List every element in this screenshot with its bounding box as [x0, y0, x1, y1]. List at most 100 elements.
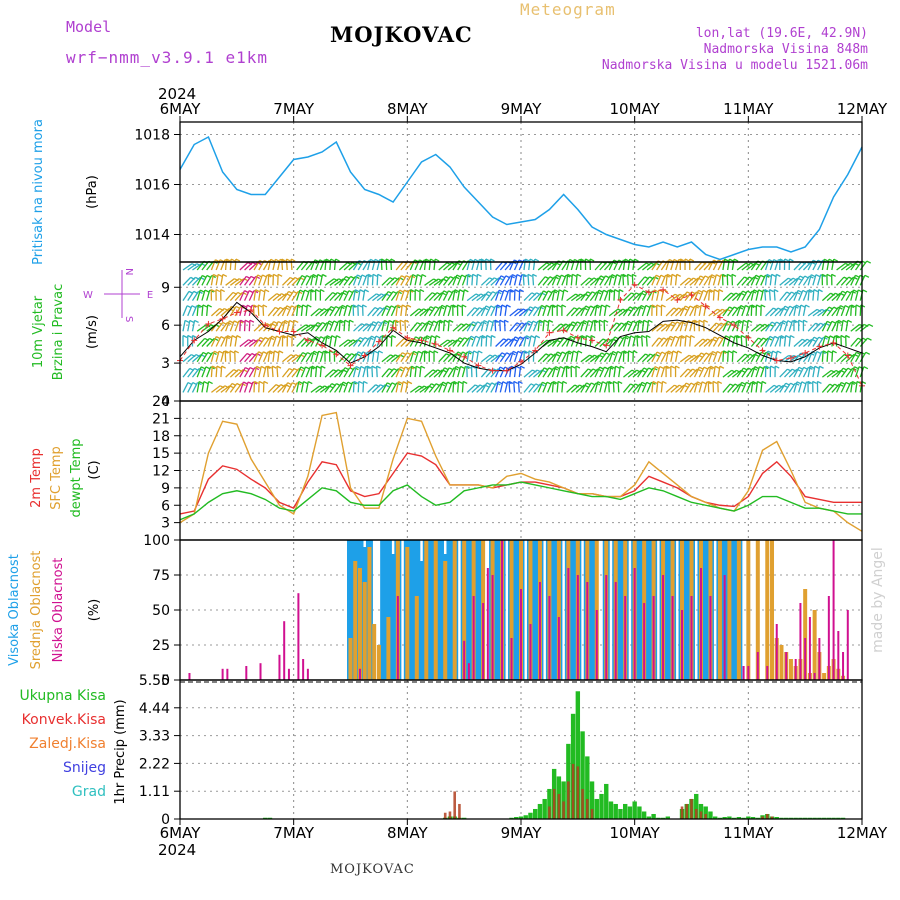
wind-barb [476, 384, 486, 393]
wind-barb [376, 259, 381, 271]
wind-barb [475, 274, 479, 286]
wind-barb [401, 304, 407, 308]
precip-bar [514, 816, 519, 819]
wind-barb [565, 274, 569, 286]
wind-barb [788, 277, 799, 286]
wind-barb [760, 323, 770, 332]
wind-barb [793, 367, 800, 378]
wind-barb [324, 258, 327, 271]
wind-barb [613, 274, 618, 286]
wind-barb [561, 289, 565, 301]
wind-barb [471, 307, 480, 317]
precip-bar [557, 793, 561, 819]
wind-barb [207, 304, 212, 308]
wind-barb [672, 350, 678, 354]
wind-barb [864, 274, 870, 278]
cloud-bar [690, 596, 693, 680]
wind-barb [514, 289, 520, 293]
wind-barb [503, 320, 506, 332]
wind-barb [831, 350, 834, 362]
date-label-top: 10MAY [610, 100, 661, 118]
wind-barb [447, 290, 454, 301]
wind-barb [414, 289, 420, 293]
cloud-bar [683, 540, 691, 680]
wind-barb [447, 262, 457, 271]
wind-barb [826, 259, 830, 271]
wind-barb [631, 274, 634, 286]
wind-barb [210, 308, 221, 317]
wind-barb [675, 365, 680, 369]
y-tick-label: 18 [152, 429, 170, 445]
wind-barb [428, 278, 439, 286]
wind-barb [722, 369, 732, 378]
wind-barb [575, 384, 585, 393]
wind-barb [542, 381, 547, 385]
wind-barb [335, 258, 340, 262]
wind-barb [229, 258, 232, 271]
wind-barb [291, 334, 297, 339]
wind-barb [225, 383, 233, 393]
wind-barb [409, 366, 413, 378]
wind-barb [847, 319, 853, 323]
wind-barb [386, 277, 396, 286]
wind-barb [727, 292, 737, 302]
wind-barb [774, 365, 780, 369]
wind-barb [281, 258, 286, 262]
wind-barb [293, 319, 299, 324]
wind-barb [750, 323, 761, 332]
wind-barb [329, 383, 337, 393]
wind-barb [560, 274, 566, 278]
cloud-bar [586, 582, 589, 680]
wind-barb [438, 290, 445, 301]
wind-barb [612, 350, 618, 354]
wind-barb [680, 334, 686, 339]
wind-barb [821, 383, 831, 393]
wind-barb [608, 366, 612, 378]
wind-barb [357, 366, 362, 378]
wind-barb [761, 380, 767, 385]
wind-barb [352, 337, 361, 347]
wind-barb [203, 380, 209, 385]
wind-barb [434, 258, 440, 262]
wind-barb [764, 289, 767, 301]
cloud-bar [347, 540, 354, 680]
wind-barb [859, 260, 868, 271]
wind-barb [589, 258, 595, 262]
wind-barb [229, 369, 239, 378]
wind-barb [603, 381, 608, 393]
wind-barb [447, 367, 455, 378]
wind-barb [637, 367, 645, 378]
wind-barb [410, 275, 416, 279]
wind-barb [456, 274, 462, 278]
wind-barb [495, 275, 502, 286]
wind-barb [529, 258, 535, 262]
wind-barb [262, 274, 268, 286]
wind-barb [494, 366, 501, 378]
wind-barb [660, 351, 668, 363]
wind-barb [243, 381, 249, 393]
temperature-series-line [179, 481, 862, 521]
wind-barb [267, 293, 278, 302]
wind-barb [385, 258, 388, 271]
precip-legend-item: Konvek.Kisa [22, 712, 106, 728]
wind-barb [798, 367, 805, 378]
wind-barb [712, 322, 722, 332]
wind-barb [585, 354, 595, 363]
wind-barb [665, 293, 676, 302]
wind-barb [420, 365, 426, 369]
wind-barb [499, 320, 501, 332]
wind-barb [790, 334, 795, 339]
wind-barb [542, 276, 551, 286]
wind-barb [713, 308, 723, 317]
wind-barb [215, 385, 226, 393]
wind-barb [296, 289, 301, 301]
wind-barb [504, 275, 512, 286]
year-label-bottom: 2024 [158, 841, 196, 859]
precip-bar [576, 766, 580, 819]
wind-barb [755, 381, 759, 393]
wind-barb [480, 320, 485, 332]
wind-barb [501, 304, 507, 308]
wind-barb [817, 351, 823, 363]
wind-barb [817, 380, 822, 384]
wind-barb [442, 381, 449, 393]
